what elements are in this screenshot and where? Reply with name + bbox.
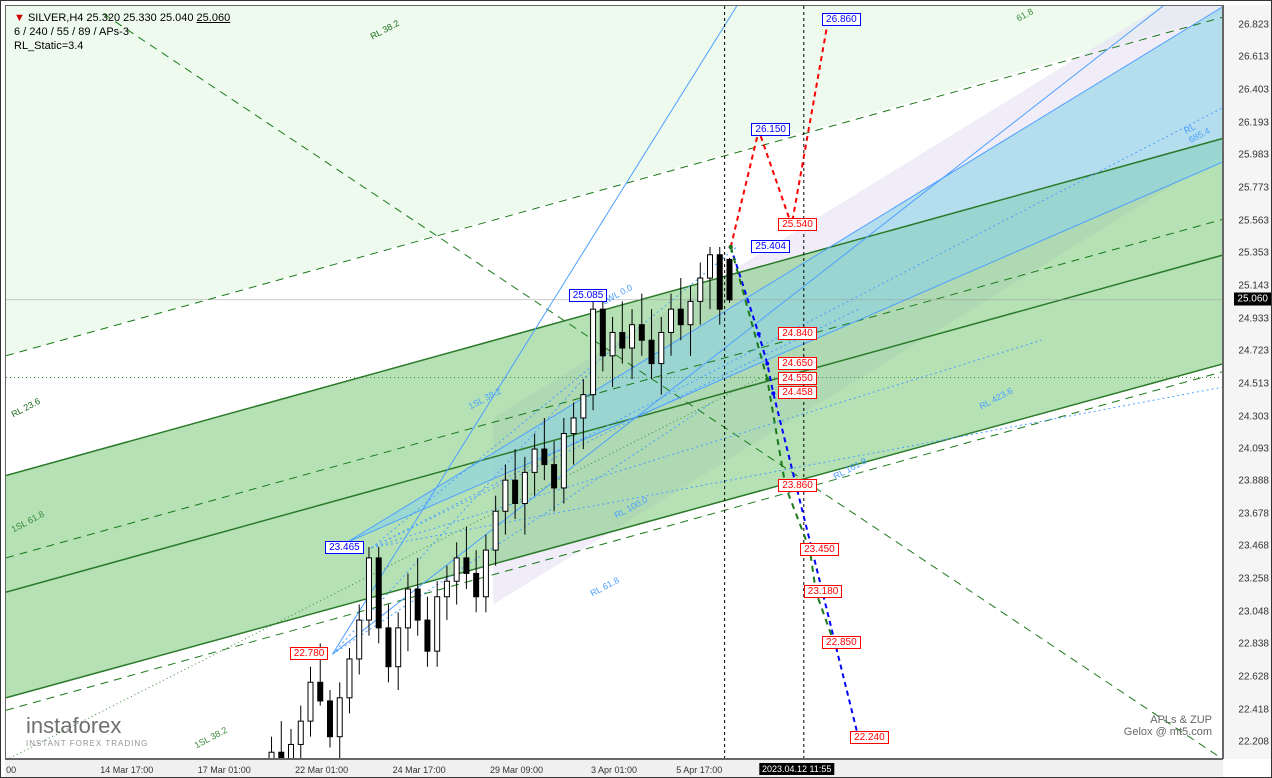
y-tick: 26.613 bbox=[1238, 52, 1269, 63]
y-axis: 25.060 26.823 26.613 26.403 26.193 25.983 25.… bbox=[1223, 5, 1271, 759]
chart-title: ▼ SILVER,H4 25.320 25.330 25.040 25.060 bbox=[14, 12, 230, 24]
chart-indicator-label: RL_Static=3.4 bbox=[14, 40, 83, 52]
x-tick: 29 Mar 09:00 bbox=[490, 765, 543, 775]
x-tick: 22 Mar 01:00 bbox=[295, 765, 348, 775]
x-tick: 24 Mar 17:00 bbox=[393, 765, 446, 775]
credits-line2: Gelox @ mt5.com bbox=[1124, 726, 1212, 738]
x-tick: 17 Mar 01:00 bbox=[198, 765, 251, 775]
price-label: 24.650 bbox=[778, 357, 817, 370]
y-tick: 22.628 bbox=[1238, 671, 1269, 682]
y-tick: 25.143 bbox=[1238, 280, 1269, 291]
y-tick: 22.418 bbox=[1238, 704, 1269, 715]
y-tick: 24.303 bbox=[1238, 411, 1269, 422]
watermark-logo: instaforex bbox=[26, 713, 148, 739]
y-tick: 23.258 bbox=[1238, 573, 1269, 584]
price-label: 24.550 bbox=[778, 372, 817, 385]
price-label: 23.180 bbox=[804, 585, 843, 598]
price-label: 25.085 bbox=[569, 289, 608, 302]
forecast-svg bbox=[6, 6, 1222, 758]
y-tick: 24.093 bbox=[1238, 444, 1269, 455]
y-tick: 25.983 bbox=[1238, 150, 1269, 161]
y-tick: 23.678 bbox=[1238, 508, 1269, 519]
x-tick: 00 bbox=[6, 765, 16, 775]
y-tick: 25.563 bbox=[1238, 215, 1269, 226]
chart-container: ▼ SILVER,H4 25.320 25.330 25.040 25.060 … bbox=[0, 0, 1272, 778]
chart-area[interactable]: ▼ SILVER,H4 25.320 25.330 25.040 25.060 … bbox=[5, 5, 1223, 759]
price-label: 26.860 bbox=[822, 13, 861, 26]
x-tick: 5 Apr 17:00 bbox=[676, 765, 722, 775]
watermark: instaforex INSTANT FOREX TRADING bbox=[26, 713, 148, 748]
price-label: 22.240 bbox=[850, 731, 889, 744]
price-label: 22.850 bbox=[822, 636, 861, 649]
price-label: 25.540 bbox=[778, 218, 817, 231]
price-label: 23.860 bbox=[778, 479, 817, 492]
y-tick: 23.468 bbox=[1238, 541, 1269, 552]
price-label: 25.404 bbox=[751, 240, 790, 253]
y-tick: 26.403 bbox=[1238, 85, 1269, 96]
y-tick: 22.208 bbox=[1238, 737, 1269, 748]
price-label: 24.458 bbox=[778, 386, 817, 399]
price-label: 23.450 bbox=[800, 543, 839, 556]
x-tick: 3 Apr 01:00 bbox=[591, 765, 637, 775]
price-label: 24.840 bbox=[778, 327, 817, 340]
y-tick: 26.193 bbox=[1238, 117, 1269, 128]
y-tick: 24.513 bbox=[1238, 378, 1269, 389]
price-label: 23.465 bbox=[325, 541, 364, 554]
y-tick: 25.353 bbox=[1238, 248, 1269, 259]
y-tick: 22.838 bbox=[1238, 639, 1269, 650]
watermark-tagline: INSTANT FOREX TRADING bbox=[26, 739, 148, 748]
chart-subtitle: 6 / 240 / 55 / 89 / APs-3 bbox=[14, 26, 129, 38]
credits-line1: APLs & ZUP bbox=[1124, 714, 1212, 726]
price-label: 22.780 bbox=[290, 647, 329, 660]
x-tick: 14 Mar 17:00 bbox=[100, 765, 153, 775]
y-tick: 24.933 bbox=[1238, 313, 1269, 324]
y-tick: 25.773 bbox=[1238, 182, 1269, 193]
credits: APLs & ZUP Gelox @ mt5.com bbox=[1124, 714, 1212, 738]
y-tick: 23.888 bbox=[1238, 476, 1269, 487]
x-tick-current: 2023.04.12 11:55 bbox=[759, 763, 834, 775]
x-axis: 00 14 Mar 17:00 17 Mar 01:00 22 Mar 01:00 24… bbox=[5, 759, 1223, 777]
y-tick: 26.823 bbox=[1238, 19, 1269, 30]
y-tick: 23.048 bbox=[1238, 606, 1269, 617]
current-price-marker: 25.060 bbox=[1234, 292, 1271, 305]
y-tick: 24.723 bbox=[1238, 346, 1269, 357]
price-label: 26.150 bbox=[751, 123, 790, 136]
